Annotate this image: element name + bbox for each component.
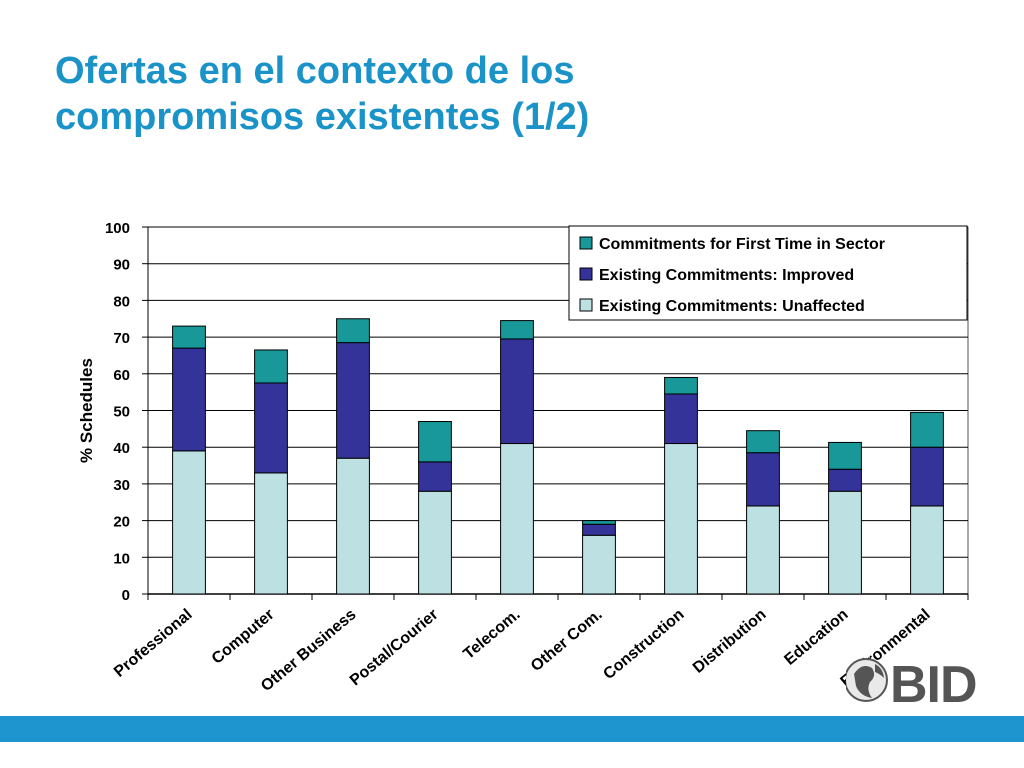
y-tick-label: 50 <box>113 404 130 421</box>
y-tick-label: 40 <box>113 440 130 457</box>
x-tick-label: Education <box>781 606 851 669</box>
slide-title-line2: compromisos existentes (1/2) <box>55 96 590 138</box>
bar-segment <box>336 457 370 595</box>
bar-segment <box>254 472 288 595</box>
x-tick-label: Distribution <box>690 606 770 677</box>
bar-segment <box>910 505 944 595</box>
y-tick-label: 70 <box>113 330 130 347</box>
y-tick-label: 90 <box>113 257 130 274</box>
bar-segment <box>828 441 862 470</box>
stacked-bar-chart: 0 10 20 30 40 50 60 70 80 90 100 % Schedules Profess… <box>77 220 969 695</box>
bar-segment <box>172 450 206 595</box>
bid-logo-text: BID <box>890 656 977 708</box>
bar-segment <box>664 443 698 595</box>
legend-swatch <box>579 298 593 312</box>
bar-segment <box>500 443 534 595</box>
legend-label: Existing Commitments: Unaffected <box>599 298 865 315</box>
x-tick-label: Professional <box>111 606 195 681</box>
slide-title: Ofertas en el contexto de los compromiso… <box>55 48 955 140</box>
legend-swatch <box>579 236 593 250</box>
x-tick-label: Telecom. <box>460 606 523 663</box>
legend-box <box>568 225 968 321</box>
y-tick-label: 80 <box>113 293 130 310</box>
x-tick-label: Computer <box>209 606 278 668</box>
bar-segment <box>254 382 288 474</box>
bar-segment <box>418 421 452 463</box>
legend-label: Commitments for First Time in Sector <box>599 236 885 253</box>
legend-label: Existing Commitments: Improved <box>599 267 854 284</box>
bar-segment <box>828 490 862 595</box>
y-tick-label: 30 <box>113 477 130 494</box>
y-tick-label: 60 <box>113 367 130 384</box>
bar-segment <box>746 505 780 595</box>
bar-segment <box>418 490 452 595</box>
x-tick-label: Other Com. <box>528 606 606 675</box>
bar-segment <box>172 325 206 349</box>
x-tick-label: Postal/Courier <box>347 606 442 689</box>
globe-icon <box>846 658 888 702</box>
bar-segment <box>336 342 370 459</box>
bar-segment <box>172 347 206 452</box>
bar-segment <box>910 411 944 448</box>
bid-logo: BID <box>846 656 978 708</box>
bar-segment <box>828 468 862 492</box>
bar-segment <box>582 520 616 525</box>
bar-segment <box>500 320 534 340</box>
bar-segment <box>582 523 616 536</box>
bar-segment <box>254 349 288 384</box>
bar-segment <box>500 338 534 445</box>
legend-swatch <box>579 267 593 281</box>
x-tick-label: Construction <box>600 606 687 683</box>
bar-segment <box>582 534 616 595</box>
y-tick-label: 0 <box>122 587 130 604</box>
bar-segment <box>418 461 452 492</box>
bar-segment <box>664 393 698 445</box>
footer-bar <box>0 716 1024 742</box>
slide-title-line1: Ofertas en el contexto de los <box>55 50 575 92</box>
y-tick-label: 20 <box>113 514 130 531</box>
y-tick-label: 10 <box>113 550 130 567</box>
y-axis-label: % Schedules <box>77 358 96 463</box>
bar-segment <box>910 446 944 507</box>
bar-segment <box>746 430 780 454</box>
bar-segment <box>664 376 698 395</box>
bar-segment <box>746 452 780 507</box>
y-tick-label: 100 <box>105 220 130 237</box>
bar-segment <box>336 318 370 344</box>
